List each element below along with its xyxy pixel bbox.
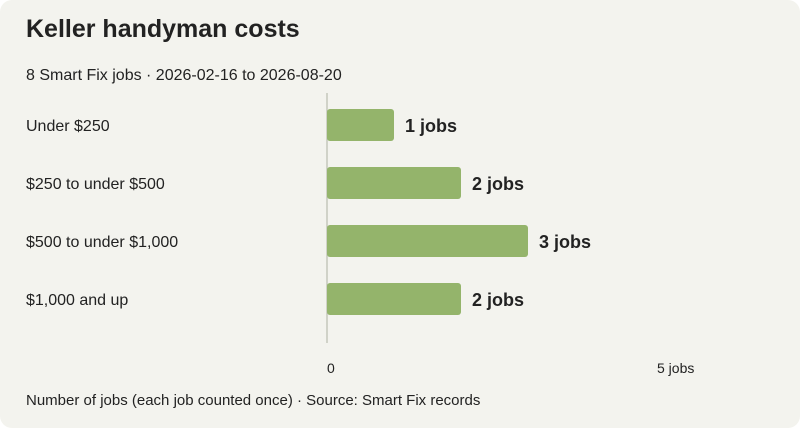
category-label: $1,000 and up	[26, 292, 128, 309]
bar	[327, 283, 461, 315]
bar-value-label: 3 jobs	[539, 232, 591, 252]
bar	[327, 109, 394, 141]
category-label: $500 to under $1,000	[26, 234, 178, 251]
chart-footnote: Number of jobs (each job counted once) ·…	[26, 392, 481, 409]
bar	[327, 167, 461, 199]
category-label: Under $250	[26, 118, 110, 135]
bar-value-label: 1 jobs	[405, 116, 457, 136]
bar-value-label: 2 jobs	[472, 290, 524, 310]
chart-subtitle: 8 Smart Fix jobs · 2026-02-16 to 2026-08…	[26, 67, 342, 84]
bar	[327, 225, 528, 257]
chart-title: Keller handyman costs	[26, 15, 300, 43]
x-tick-label: 0	[327, 360, 335, 376]
category-label: $250 to under $500	[26, 176, 165, 193]
x-tick-label: 5 jobs	[657, 360, 694, 376]
bar-value-label: 2 jobs	[472, 174, 524, 194]
